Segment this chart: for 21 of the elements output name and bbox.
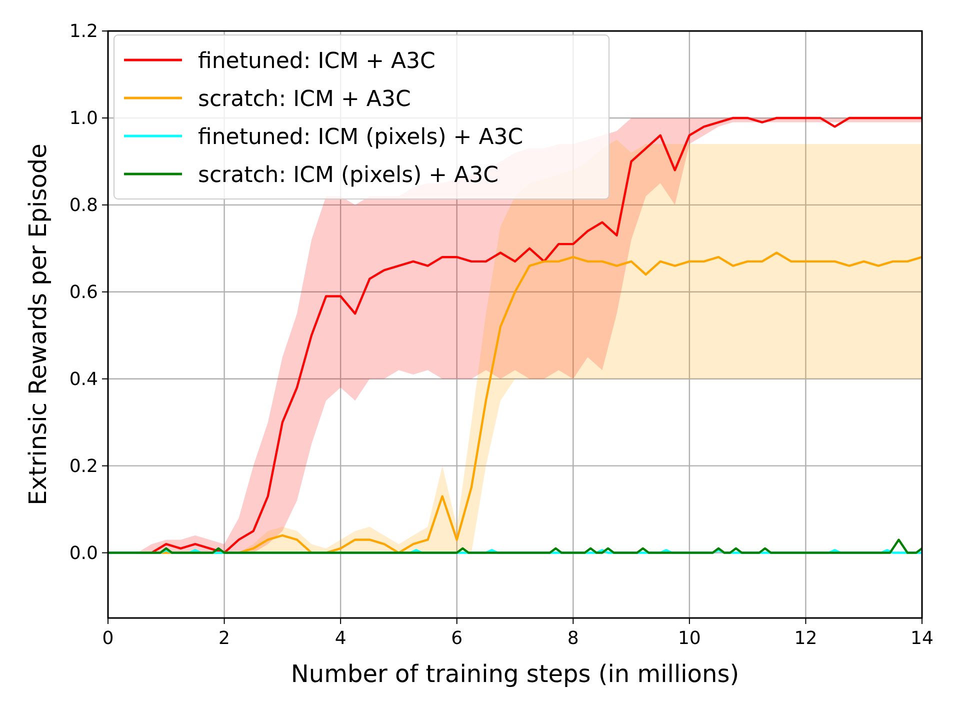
legend-label: scratch: ICM + A3C: [198, 87, 411, 112]
x-tick-label: 4: [334, 628, 346, 649]
x-tick-label: 0: [102, 628, 114, 649]
x-tick-label: 2: [218, 628, 230, 649]
y-tick-label: 0.4: [69, 368, 98, 390]
y-tick-label: 0.8: [69, 194, 98, 216]
x-tick-label: 6: [451, 628, 463, 649]
x-tick-label: 8: [567, 628, 579, 649]
x-tick-label: 10: [678, 628, 701, 649]
x-tick-label: 14: [910, 628, 934, 649]
x-tick-label: 12: [794, 628, 818, 649]
legend-label: scratch: ICM (pixels) + A3C: [198, 163, 499, 188]
y-tick-label: 0.2: [69, 456, 98, 477]
y-axis-title: Extrinsic Rewards per Episode: [24, 144, 52, 506]
legend-label: finetuned: ICM (pixels) + A3C: [198, 125, 524, 150]
y-tick-label: 0.6: [69, 282, 98, 303]
legend-label: finetuned: ICM + A3C: [198, 49, 436, 74]
y-tick-label: 0.0: [69, 542, 98, 564]
y-tick-label: 1.0: [69, 108, 98, 129]
y-tick-label: 1.2: [69, 21, 98, 42]
x-axis-title: Number of training steps (in millions): [290, 660, 740, 688]
